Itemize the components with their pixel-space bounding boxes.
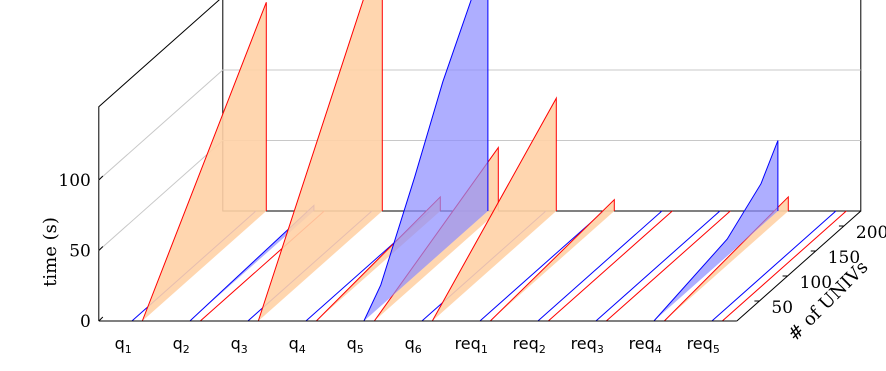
- series-area-a-2: [258, 0, 383, 321]
- series-line-a-6: [489, 198, 615, 322]
- series-line-a-5: [431, 96, 557, 322]
- z-axis-label: time (s): [40, 217, 61, 287]
- x-tick-label: q2: [173, 334, 190, 356]
- series-line-b-8: [595, 210, 721, 322]
- x-tick-label-sub: 3: [597, 343, 604, 356]
- x-tick-label-sub: 2: [539, 343, 546, 356]
- x-tick-label: req1: [455, 334, 488, 356]
- x-tick-label: q1: [115, 334, 132, 356]
- x-tick-label-base: req: [629, 334, 655, 353]
- x-tick-label-base: q: [115, 334, 125, 353]
- series-line-b-6: [479, 210, 605, 322]
- y-axis-label: # of UNIVs: [784, 257, 873, 346]
- x-tick-label-sub: 2: [183, 343, 190, 356]
- x-tick-label-base: req: [455, 334, 481, 353]
- x-tick-label: q6: [405, 334, 422, 356]
- x-tick-label: req3: [571, 334, 604, 356]
- x-tick-label-sub: 4: [299, 343, 306, 356]
- x-tick-label: req4: [629, 334, 662, 356]
- x-tick-label-sub: 3: [241, 343, 248, 356]
- x-tick-label: q4: [289, 334, 306, 356]
- x-tick-label-base: q: [173, 334, 183, 353]
- series-area-b-9: [653, 140, 778, 321]
- series-line-b-10: [711, 210, 837, 322]
- x-tick-label-sub: 6: [415, 343, 422, 356]
- x-tick-label-base: q: [347, 334, 357, 353]
- y-tick-label: 150: [828, 248, 860, 268]
- x-tick-label-sub: 1: [481, 343, 488, 356]
- chart-front-box: [98, 175, 862, 322]
- left-panel-frame: [98, 0, 220, 321]
- series-line-b-9: [653, 140, 779, 322]
- x-tick-label: q5: [347, 334, 364, 356]
- z-tick-mark: [98, 316, 104, 322]
- x-tick-label-base: q: [405, 334, 415, 353]
- x-tick-label-base: q: [231, 334, 241, 353]
- y-tick-label: 100: [800, 273, 832, 293]
- x-tick-label-base: req: [687, 334, 713, 353]
- x-tick-label-base: q: [289, 334, 299, 353]
- z-tick-label: 50: [69, 242, 91, 262]
- series-line-a-10: [721, 210, 847, 322]
- z-tick-label: 0: [80, 312, 91, 332]
- x-tick-label-sub: 5: [357, 343, 364, 356]
- chart-series-layer: [131, 0, 847, 322]
- z-gridline: [98, 69, 861, 181]
- y-tick-label: 200: [856, 223, 886, 243]
- series-line-a-8: [605, 210, 731, 322]
- x-tick-label-base: req: [571, 334, 597, 353]
- x-tick-label-base: req: [513, 334, 539, 353]
- x-tick-label: req2: [513, 334, 546, 356]
- x-tick-label-sub: 1: [125, 343, 132, 356]
- z-tick-label: 100: [58, 171, 90, 191]
- series-line-a-2: [257, 0, 383, 322]
- z-tick-mark: [98, 175, 104, 181]
- x-tick-label: q3: [231, 334, 248, 356]
- series-line-b-4: [363, 0, 489, 322]
- x-tick-label-sub: 5: [713, 343, 720, 356]
- series-line-a-0: [141, 2, 267, 322]
- x-tick-label-sub: 4: [655, 343, 662, 356]
- x-tick-label: req5: [687, 334, 720, 356]
- series-line-b-7: [537, 210, 663, 322]
- z-tick-mark: [98, 246, 104, 251]
- y-tick-label: 50: [771, 298, 793, 318]
- series-line-a-9: [663, 195, 789, 322]
- y-axis-line: [736, 210, 862, 322]
- series-line-a-7: [547, 210, 673, 322]
